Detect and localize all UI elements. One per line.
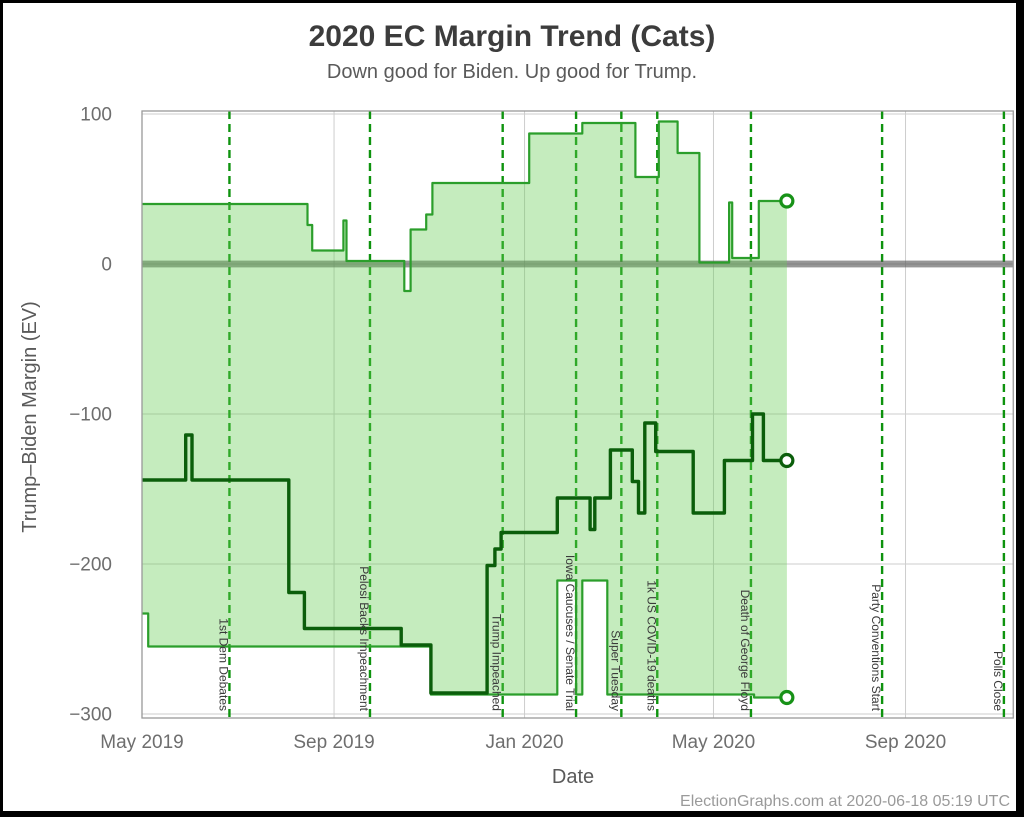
image-border-bottom: [0, 811, 1024, 817]
event-label: Super Tuesday: [608, 630, 622, 711]
zero-line-band: [142, 260, 1014, 268]
series-end-marker: [779, 193, 795, 209]
footer-credit: ElectionGraphs.com at 2020-06-18 05:19 U…: [680, 793, 1010, 810]
event-label: Death of George Floyd: [738, 590, 752, 711]
image-border-left: [0, 0, 3, 817]
image-border-top: [0, 0, 1024, 3]
y-axis-title: Trump–Biden Margin (EV): [19, 301, 41, 533]
event-label: Pelosi Backs Impeachment: [357, 566, 371, 711]
series-end-marker: [779, 689, 795, 706]
event-label: Party Conventions Start: [869, 584, 883, 711]
event-label: Iowa Caucuses / Senate Trial: [563, 555, 577, 711]
plot-layers: 1st Dem Debates Pelosi Backs Impeachment T…: [69, 105, 1014, 753]
image-border-right: [1016, 0, 1024, 817]
event-label: 1st Dem Debates: [216, 618, 230, 711]
series-end-marker: [779, 452, 795, 469]
median-line: [142, 412, 787, 695]
event-label: Polls Close: [991, 651, 1005, 711]
event-label: 1k US COVID-19 deaths: [644, 580, 658, 711]
y-tick-label: −200: [69, 555, 112, 576]
lower-bound-line: [142, 579, 787, 699]
chart-title: 2020 EC Margin Trend (Cats): [309, 20, 716, 53]
x-tick-label: May 2020: [672, 732, 755, 753]
upper-bound-line: [142, 120, 787, 293]
x-tick-label: Sep 2019: [293, 732, 374, 753]
y-tick-label: 0: [101, 255, 112, 276]
x-tick-label: Sep 2020: [865, 732, 946, 753]
uncertainty-band: [142, 121, 787, 698]
plot-border: [141, 110, 1014, 719]
y-tick-label: 100: [80, 105, 112, 126]
x-tick-label: Jan 2020: [485, 732, 563, 753]
x-axis-title: Date: [552, 766, 594, 788]
chart-subtitle: Down good for Biden. Up good for Trump.: [327, 61, 697, 83]
y-tick-label: −100: [69, 405, 112, 426]
x-tick-label: May 2019: [100, 732, 183, 753]
event-label: Trump Impeached: [490, 614, 504, 711]
y-tick-label: −300: [69, 705, 112, 726]
